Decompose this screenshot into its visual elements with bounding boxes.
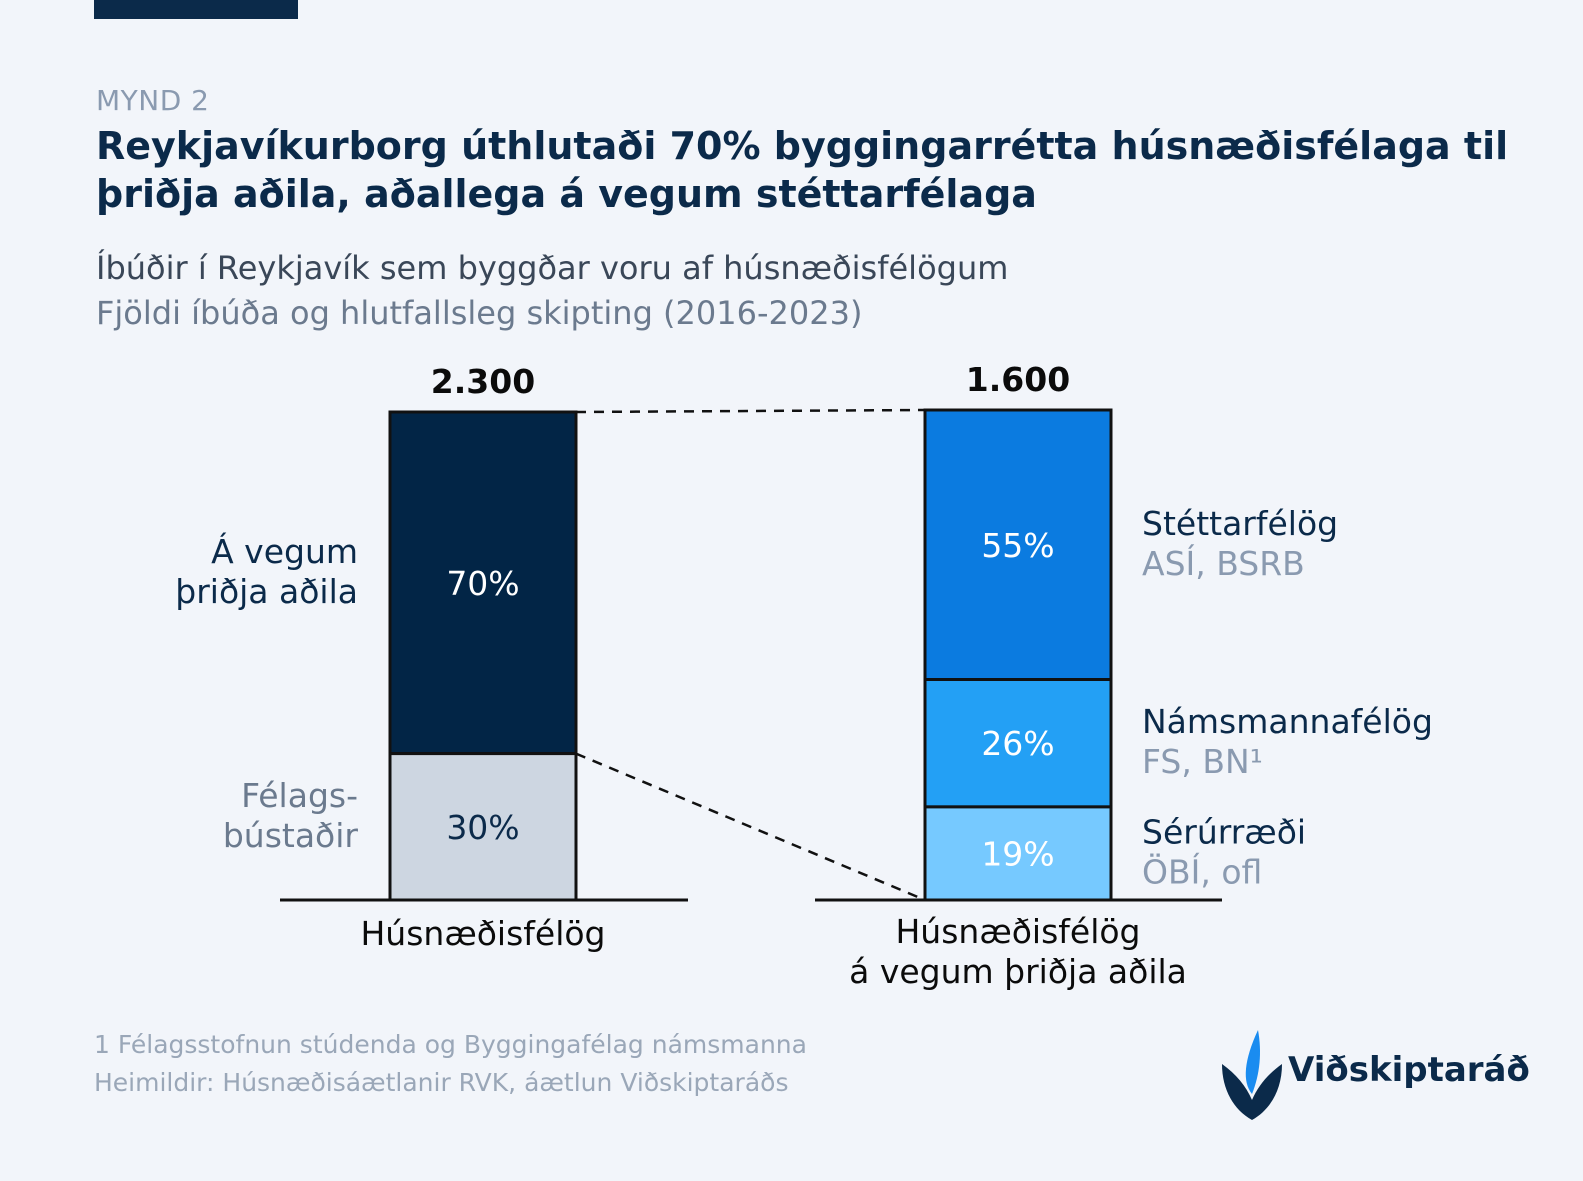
right-bar-value-label-2: 19%	[981, 834, 1054, 873]
vidskiptarad-logo: Viðskiptaráð	[1222, 1030, 1530, 1125]
left-bar-value-label-1: 30%	[446, 808, 519, 847]
left-bar-value-label-0: 70%	[446, 564, 519, 603]
wheat-leaf-icon	[1222, 1030, 1282, 1120]
subtitle-line-2: Fjöldi íbúða og hlutfallsleg skipting (2…	[96, 294, 863, 332]
chart-title: Reykjavíkurborg úthlutaði 70% byggingarr…	[96, 124, 1509, 216]
subtitle-line-1: Íbúðir í Reykjavík sem byggðar voru af h…	[96, 249, 1009, 287]
left-bar-category-label-1-0: Félags-	[241, 776, 358, 815]
connector-bottom-line	[575, 752, 926, 902]
right-bar-series-sub-1: FS, BN¹	[1142, 742, 1263, 781]
figure-kicker: MYND 2	[96, 84, 210, 117]
left-bar-category-label-0-1: þriðja aðila	[175, 572, 358, 611]
right-bar-series-sub-0: ASÍ, BSRB	[1142, 543, 1305, 583]
footnote-1: 1 Félagsstofnun stúdenda og Byggingaféla…	[94, 1030, 807, 1059]
chart-subtitle: Íbúðir í Reykjavík sem byggðar voru af h…	[96, 246, 1008, 336]
top-accent-bar	[94, 0, 298, 19]
right-bar-category-line-0: Húsnæðisfélög	[895, 912, 1140, 951]
right-bar-segment-1	[923, 678, 1113, 809]
right-bar-series-name-0: Stéttarfélög	[1142, 504, 1338, 543]
right-bar-total-label: 1.600	[966, 360, 1070, 399]
connector-top-line	[575, 408, 926, 414]
left-bar-category: Húsnæðisfélög	[360, 914, 605, 953]
right-bar-series-name-1: Námsmannafélög	[1142, 702, 1433, 741]
left-bar-segment-0	[388, 410, 578, 756]
source-note: Heimildir: Húsnæðisáætlanir RVK, áætlun …	[94, 1068, 789, 1097]
right-bar-segment-2	[923, 805, 1113, 902]
right-bar-category-line-1: á vegum þriðja aðila	[849, 952, 1187, 991]
left-bar-category-label-0-0: Á vegum	[211, 531, 358, 571]
right-bar-segment-0	[923, 408, 1113, 681]
left-bar-category-label-1-1: bústaðir	[223, 816, 359, 855]
right-bar-series-name-2: Sérúrræði	[1142, 812, 1306, 851]
left-bar-segment-1	[388, 752, 578, 902]
right-bar-value-label-1: 26%	[981, 724, 1054, 763]
footnotes: 1 Félagsstofnun stúdenda og Byggingaféla…	[94, 1026, 807, 1102]
right-bar-value-label-0: 55%	[981, 526, 1054, 565]
logo-text: Viðskiptaráð	[1288, 1050, 1530, 1090]
right-bar-series-sub-2: ÖBÍ, ofl	[1142, 851, 1262, 891]
left-bar-total-label: 2.300	[431, 362, 535, 401]
